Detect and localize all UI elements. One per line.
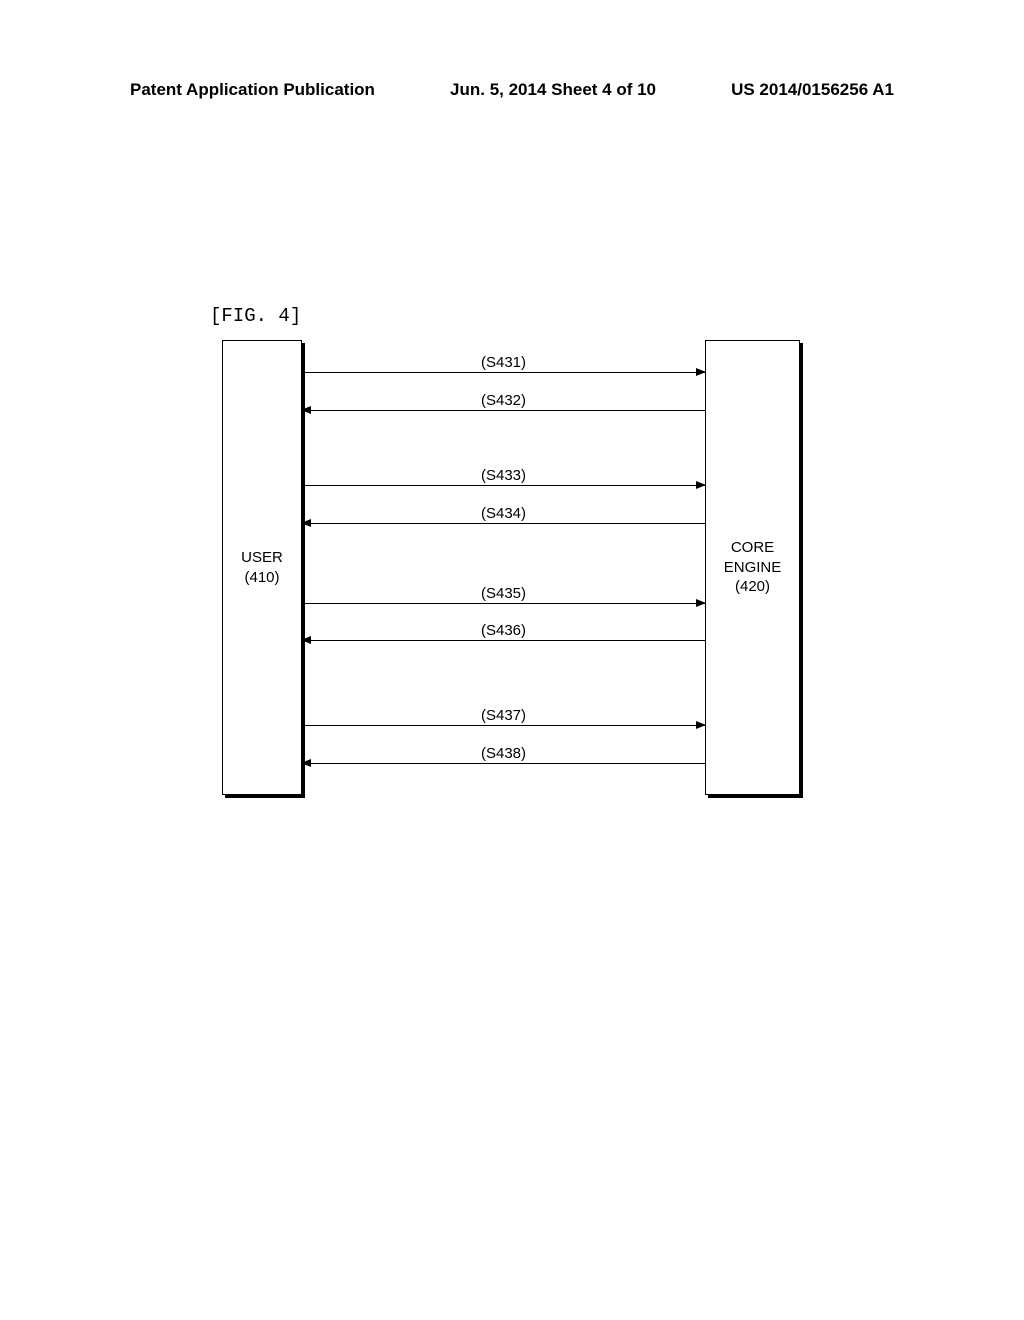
arrow-label: (S434) (481, 505, 526, 522)
arrow-left-icon (302, 523, 705, 524)
arrow-label: (S435) (481, 585, 526, 602)
core-engine-box-name: CORE ENGINE (706, 538, 799, 577)
arrow-label: (S431) (481, 354, 526, 371)
arrow-left-icon (302, 763, 705, 764)
header-patent-number: US 2014/0156256 A1 (731, 80, 894, 100)
page-header: Patent Application Publication Jun. 5, 2… (0, 80, 1024, 100)
arrow-right-icon (302, 603, 705, 604)
figure-label: [FIG. 4] (210, 305, 301, 327)
arrow-label: (S436) (481, 622, 526, 639)
arrow-label: (S432) (481, 392, 526, 409)
arrow-left-icon (302, 640, 705, 641)
arrow-label: (S433) (481, 467, 526, 484)
sequence-diagram: USER (410) CORE ENGINE (420) (S431) (S432… (222, 340, 802, 800)
arrow-right-icon (302, 372, 705, 373)
user-box: USER (410) (222, 340, 302, 795)
header-publication: Patent Application Publication (130, 80, 375, 100)
arrow-right-icon (302, 485, 705, 486)
arrow-label: (S438) (481, 745, 526, 762)
header-sheet: Jun. 5, 2014 Sheet 4 of 10 (450, 80, 656, 100)
arrow-label: (S437) (481, 707, 526, 724)
core-engine-box-ref: (420) (735, 577, 770, 597)
arrow-left-icon (302, 410, 705, 411)
core-engine-box: CORE ENGINE (420) (705, 340, 800, 795)
user-box-ref: (410) (244, 568, 279, 588)
arrow-right-icon (302, 725, 705, 726)
user-box-name: USER (241, 548, 283, 568)
